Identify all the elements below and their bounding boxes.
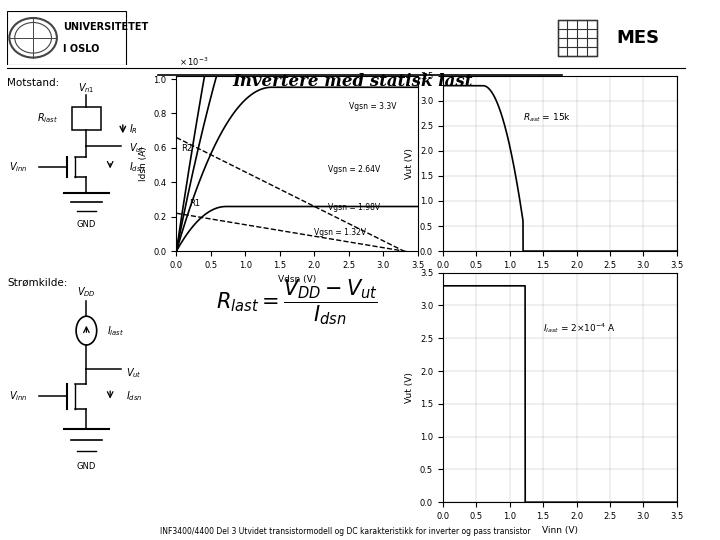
Text: $R_{last}$: $R_{last}$ xyxy=(37,112,58,125)
Text: Invertere med statisk last: Invertere med statisk last xyxy=(233,73,473,90)
Text: $I_{dsn}$: $I_{dsn}$ xyxy=(126,389,143,403)
Y-axis label: Idsn (A): Idsn (A) xyxy=(139,146,148,181)
Text: $V_{ut}$: $V_{ut}$ xyxy=(126,366,142,380)
Text: $R_{last} = \dfrac{V_{DD} - V_{ut}}{I_{dsn}}$: $R_{last} = \dfrac{V_{DD} - V_{ut}}{I_{d… xyxy=(216,278,378,327)
X-axis label: Vinn (V): Vinn (V) xyxy=(541,275,577,285)
Bar xyxy=(72,107,101,130)
Text: $I_R$: $I_R$ xyxy=(129,122,138,136)
Text: Vgsn = 2.64V: Vgsn = 2.64V xyxy=(328,165,380,174)
Text: $V_{ut}$: $V_{ut}$ xyxy=(129,141,145,156)
Text: I OSLO: I OSLO xyxy=(63,44,100,53)
Text: $I_{dsn}$: $I_{dsn}$ xyxy=(129,160,145,174)
Bar xyxy=(7,11,126,65)
Text: Vgsn = 1.32V: Vgsn = 1.32V xyxy=(314,228,366,237)
Text: $I_{last}$ = 2×10$^{-4}$ A: $I_{last}$ = 2×10$^{-4}$ A xyxy=(543,321,616,335)
X-axis label: Vdsn (V): Vdsn (V) xyxy=(278,275,316,285)
Text: 2008: 2008 xyxy=(688,261,701,295)
Text: $R_{ast}$ = 15k: $R_{ast}$ = 15k xyxy=(523,112,571,124)
Text: $V_{DD}$: $V_{DD}$ xyxy=(77,285,96,299)
Text: MES: MES xyxy=(616,29,659,47)
Text: Vgsn = 3.3V: Vgsn = 3.3V xyxy=(348,102,396,111)
Y-axis label: Vut (V): Vut (V) xyxy=(405,372,414,403)
Text: Motstand:: Motstand: xyxy=(7,78,60,89)
Text: Vgsn = 1.98V: Vgsn = 1.98V xyxy=(328,202,380,212)
Text: $V_{inn}$: $V_{inn}$ xyxy=(9,160,27,174)
Y-axis label: Vut (V): Vut (V) xyxy=(405,148,414,179)
Text: INF3400/4400 Del 3 Utvidet transistormodell og DC karakteristikk for inverter og: INF3400/4400 Del 3 Utvidet transistormod… xyxy=(161,526,531,536)
X-axis label: Vinn (V): Vinn (V) xyxy=(541,526,577,536)
Text: R2: R2 xyxy=(181,144,192,153)
Text: $V_{n1}$: $V_{n1}$ xyxy=(78,81,95,94)
Text: GND: GND xyxy=(77,219,96,228)
Bar xyxy=(557,20,596,56)
Text: Strømkilde:: Strømkilde: xyxy=(7,278,68,288)
Text: $I_{last}$: $I_{last}$ xyxy=(107,323,125,338)
Text: UNIVERSITETET: UNIVERSITETET xyxy=(63,22,148,32)
Text: GND: GND xyxy=(77,462,96,471)
Text: $V_{inn}$: $V_{inn}$ xyxy=(9,389,27,403)
Text: R1: R1 xyxy=(189,199,200,208)
Text: $\times\,10^{-3}$: $\times\,10^{-3}$ xyxy=(179,56,208,68)
